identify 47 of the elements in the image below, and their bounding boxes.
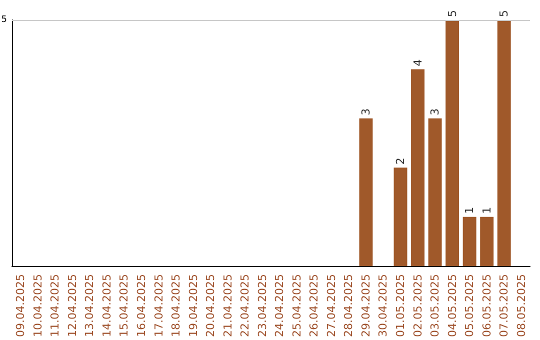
data-label: 4	[411, 59, 424, 66]
x-tick-label: 11.04.2025	[48, 274, 62, 338]
x-tick-label: 21.04.2025	[221, 274, 234, 338]
x-tick-label: 22.04.2025	[238, 274, 252, 338]
bar	[480, 216, 494, 266]
x-tick-label: 27.04.2025	[324, 274, 338, 338]
x-tick-label: 20.04.2025	[204, 274, 218, 338]
x-tick-label: 03.05.2025	[428, 274, 442, 338]
x-tick-label: 18.04.2025	[170, 274, 183, 338]
x-tick-label: 09.04.2025	[14, 274, 28, 338]
data-label: 3	[428, 108, 442, 116]
x-tick-label: 28.04.2025	[342, 274, 356, 338]
x-tick-label: 16.04.2025	[135, 274, 148, 338]
x-tick-label: 08.05.2025	[514, 274, 528, 338]
x-tick-label: 25.04.2025	[290, 274, 304, 338]
bar	[497, 20, 511, 266]
bar	[462, 216, 476, 266]
data-label: 5	[446, 10, 459, 17]
x-tick-label: 24.04.2025	[273, 274, 286, 338]
data-label: 1	[463, 206, 476, 214]
bar	[411, 69, 424, 266]
x-tick-label: 10.04.2025	[31, 274, 44, 338]
bar	[359, 118, 373, 266]
x-tick-label: 02.05.2025	[411, 274, 424, 338]
x-tick-label: 06.05.2025	[480, 274, 494, 338]
x-tick-label: 05.05.2025	[463, 274, 476, 338]
x-tick-label: 19.04.2025	[186, 274, 200, 338]
x-tick-label: 04.05.2025	[446, 274, 459, 338]
ref-line-label: 5	[1, 15, 7, 25]
data-label: 1	[480, 206, 494, 214]
x-tick-label: 30.04.2025	[376, 274, 390, 338]
x-tick-label: 15.04.2025	[118, 274, 131, 338]
data-label: 5	[498, 10, 511, 17]
bar	[394, 168, 408, 266]
x-tick-label: 26.04.2025	[308, 274, 321, 338]
x-tick-label: 12.04.2025	[66, 274, 79, 338]
x-tick-label: 13.04.2025	[83, 274, 96, 338]
x-tick-label: 14.04.2025	[100, 274, 114, 338]
x-tick-label: 01.05.2025	[394, 274, 407, 338]
bar	[428, 118, 442, 266]
x-tick-label: 17.04.2025	[152, 274, 166, 338]
data-label: 3	[359, 108, 372, 116]
x-tick-label: 23.04.2025	[256, 274, 269, 338]
data-label: 2	[394, 158, 407, 165]
x-tick-label: 07.05.2025	[498, 274, 511, 338]
bar	[446, 20, 460, 266]
x-tick-label: 29.04.2025	[359, 274, 372, 338]
